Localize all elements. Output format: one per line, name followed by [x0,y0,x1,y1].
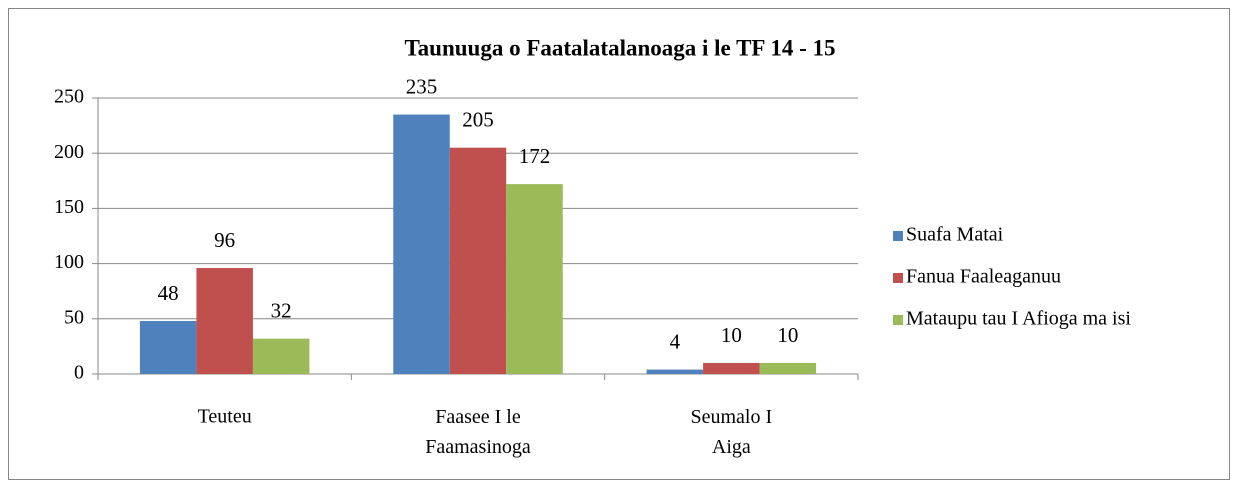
data-label: 205 [462,107,494,131]
legend-swatch [893,231,903,241]
bar [646,369,704,374]
y-tick-label: 150 [54,196,84,218]
y-tick-label: 250 [54,86,84,108]
y-tick-label: 200 [54,141,84,163]
y-tick-label: 100 [54,251,84,273]
legend-label: Fanua Faaleaganuu [906,266,1061,288]
chart-frame [8,8,1230,480]
data-label: 4 [670,329,681,353]
bar [506,184,563,374]
bar [252,338,310,374]
data-label: 48 [158,281,179,305]
y-tick-label: 0 [74,362,84,384]
bar [759,362,817,374]
bar [449,147,507,374]
x-tick-label: Teuteu [198,406,252,428]
bar [703,362,760,374]
legend-swatch [893,315,903,325]
data-label: 32 [271,298,292,322]
bar [393,114,450,374]
bar [196,268,253,374]
data-label: 235 [406,74,438,98]
y-tick-label: 50 [64,306,84,328]
legend-label: Suafa Matai [906,224,1004,246]
bar [139,321,197,374]
chart-title: Taunuuga o Faatalatalanoaga i le TF 14 -… [404,35,835,60]
legend-label: Mataupu tau I Afioga ma isi [906,308,1131,330]
x-tick-label: Seumalo I Aiga [691,406,773,458]
data-label: 10 [777,323,798,347]
x-tick-label: Faasee I le Faamasinoga [425,406,531,458]
data-label: 172 [519,144,551,168]
data-label: 96 [214,228,235,252]
legend-swatch [893,273,903,283]
data-label: 10 [721,323,742,347]
